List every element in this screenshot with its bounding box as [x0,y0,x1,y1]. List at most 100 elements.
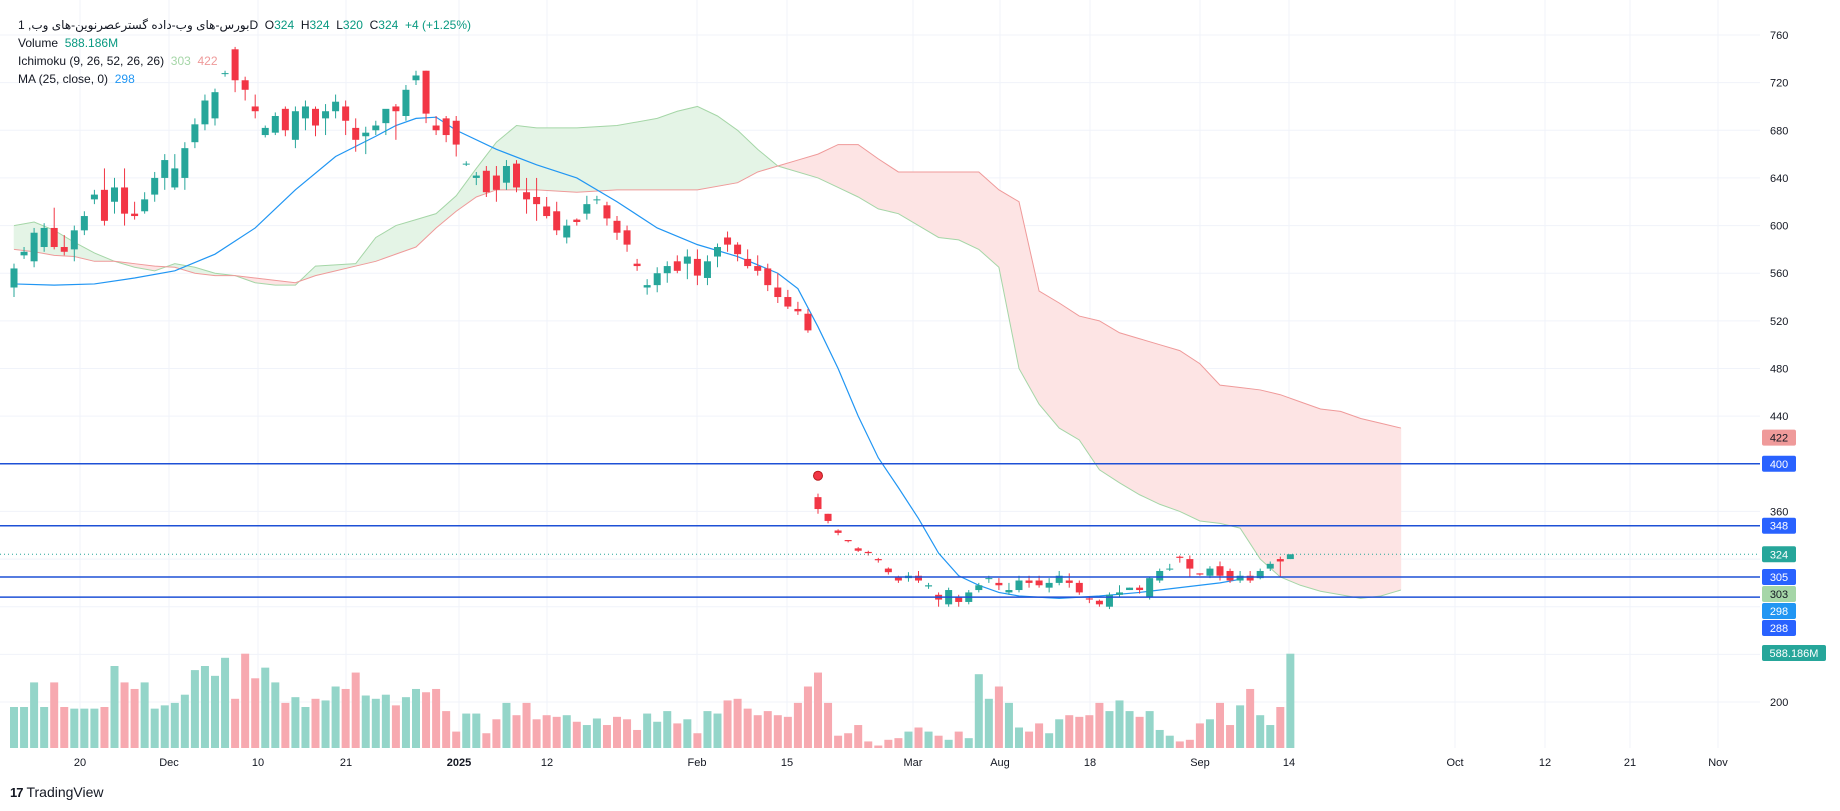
candle-body [724,237,732,245]
candle-body [20,251,28,256]
cloud-segment [807,155,814,177]
cloud-segment [737,129,743,184]
cloud-segment [646,118,653,191]
cloud-segment [1003,192,1010,318]
candle-body [1095,600,1103,605]
time-axis[interactable]: 20 Dec 10 21 2025 12 Feb 15 Mar Aug 18 Sep 14 Oct 12 21… [74,757,1728,769]
cloud-segment [1058,302,1065,432]
cloud-segment [425,214,432,239]
cloud-segment [958,171,965,243]
volume-bar [1276,707,1285,748]
cloud-segment [742,134,748,181]
cloud-segment [561,127,568,192]
cloud-segment [1264,390,1271,569]
candle-body [513,163,520,188]
horizontal-lines[interactable] [0,463,1760,598]
candle-body [673,261,681,271]
cloud-segment [1119,332,1125,487]
cloud-segment [817,151,824,181]
candle-body [1186,559,1194,569]
candle-body [372,125,380,131]
volume-bar [321,700,330,748]
cloud-segment [1390,425,1397,594]
cloud-segment [1048,296,1055,423]
volume-bar [432,688,441,748]
cloud-segment [923,171,929,233]
volume-bar [582,725,591,748]
candle-body [80,216,88,231]
volume-bar [130,688,139,748]
cloud-segment [1370,420,1377,598]
ma-legend-row[interactable]: MA (25, close, 0) 298 [18,70,471,88]
cloud-segment [988,180,995,264]
volume-bar [1175,741,1184,748]
candle-body [593,199,601,201]
cloud-segment [546,127,552,192]
tradingview-logo-icon: 17 [10,784,24,800]
cloud-segment [551,127,558,192]
ichimoku-legend-row[interactable]: Ichimoku (9, 26, 52, 26, 26) 303 422 [18,52,471,70]
cloud-segment [1295,399,1301,586]
cloud-segment [973,171,980,250]
candle-body [874,559,882,561]
symbol-name[interactable]: بورس-های وب‌-داده گسترعصرنوین-های وب, 1D [18,18,259,32]
candle-body [462,163,470,165]
cloud-segment [687,107,693,191]
cloud-segment [827,146,834,186]
volume-bar [984,698,993,748]
cloud-segment [908,171,914,224]
candle-body [90,194,98,200]
volume-bar [10,707,18,748]
volume-bar [472,713,481,748]
y-tick-label: 760 [1770,30,1788,42]
cloud-segment [1315,406,1321,592]
cloud-segment [636,120,643,191]
cloud-segment [576,127,583,193]
cloud-segment [1350,414,1356,598]
price-label: 298 [1770,606,1788,618]
candle-body [744,258,752,267]
volume-bar [602,725,611,748]
price-axis[interactable]: 760 720 680 640 600 560 520 480 440 360 200 422 400 3… [1760,0,1840,760]
cloud-segment [1310,404,1316,591]
volume-bar [824,702,833,748]
volume-bar [894,738,903,748]
volume-bar [211,675,219,748]
candle-body [985,578,993,580]
volume-bar [1004,702,1013,748]
candle-body [703,261,711,278]
x-tick-label: Mar [904,757,923,769]
candle-body [613,220,621,233]
candle-body [1196,573,1204,575]
cloud-segment [1154,342,1160,505]
volume-bar [221,657,230,748]
volume-legend-row[interactable]: Volume 588.186M [18,34,471,52]
cloud-segment [893,168,899,215]
candle-body [472,175,480,178]
cloud-segment [661,114,668,191]
cloud-segment [1164,345,1171,509]
candle-body [382,108,390,124]
tradingview-logo[interactable]: 17 TradingView [10,784,104,800]
candle-body [261,127,269,136]
x-tick-label: Sep [1190,757,1210,769]
volume-bar [110,666,119,748]
x-tick-label: Feb [688,757,707,769]
volume-bar [100,707,109,748]
ichimoku-cloud [13,105,1402,599]
y-tick-label: 520 [1770,316,1788,328]
volume-bar [1095,702,1104,748]
candle-body [1105,594,1113,607]
cloud-segment [1169,347,1176,511]
ohlc-row[interactable]: بورس-های وب‌-داده گسترعصرنوین-های وب, 1D… [18,16,471,34]
volume-bar [231,698,240,748]
y-tick-label: 360 [1770,506,1788,518]
cloud-segment [1345,412,1351,597]
volume-bar [261,667,270,748]
volume-bar [1065,715,1074,748]
volume-bar [1195,723,1204,748]
volume-bar [1155,729,1164,748]
volume-bar [20,707,29,748]
cloud-segment [1144,339,1150,500]
